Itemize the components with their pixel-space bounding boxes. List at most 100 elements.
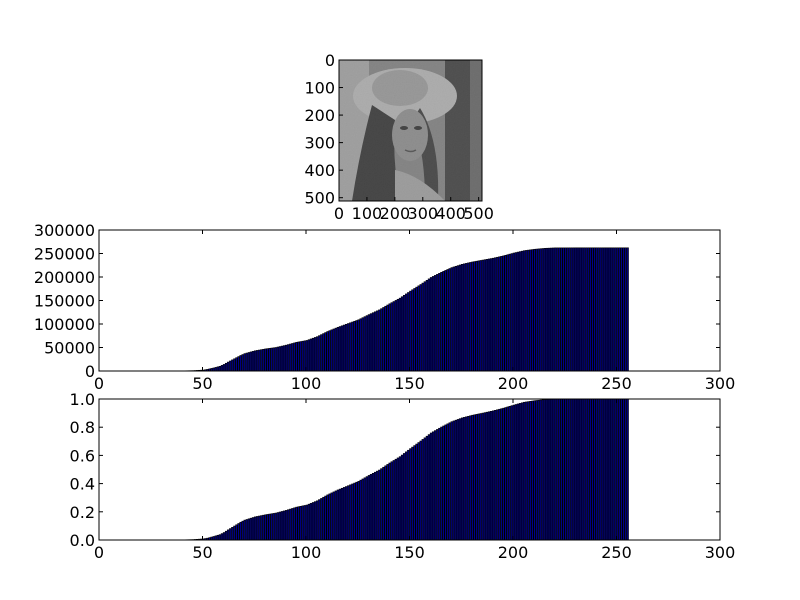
normalized-bar	[465, 416, 468, 541]
counts-bar	[535, 248, 538, 372]
counts-bar	[531, 249, 534, 372]
counts-bar	[473, 261, 476, 372]
counts-bar	[583, 247, 586, 372]
normalized-bar	[266, 514, 269, 541]
counts-bar	[595, 247, 598, 372]
normalized-bar	[562, 398, 565, 541]
counts-bar	[591, 247, 594, 372]
normalized-bar	[243, 519, 246, 541]
normalized-bar	[618, 398, 621, 541]
counts-bar	[568, 247, 571, 372]
counts-ytick-label: 50000	[44, 339, 95, 358]
counts-bar	[264, 348, 267, 372]
image-ytick-label: 200	[304, 106, 335, 125]
normalized-bar	[316, 500, 319, 541]
counts-bar	[543, 248, 547, 372]
counts-bar	[533, 248, 536, 372]
counts-bar	[581, 247, 584, 372]
normalized-bar	[578, 398, 582, 541]
normalized-bar	[347, 485, 350, 541]
normalized-bar	[520, 402, 524, 541]
counts-bar	[351, 321, 354, 372]
normalized-bar	[376, 470, 379, 541]
counts-bar	[227, 361, 230, 372]
counts-bar	[299, 341, 302, 372]
normalized-bar	[454, 419, 457, 541]
normalized-bar	[303, 505, 306, 541]
normalized-bar	[369, 474, 373, 541]
counts-bar	[552, 247, 555, 372]
counts-bar	[334, 327, 337, 372]
counts-bar	[603, 247, 607, 372]
counts-bar	[442, 271, 445, 372]
normalized-bar	[554, 398, 557, 541]
normalized-bar	[423, 437, 426, 541]
counts-ytick-label: 300000	[34, 221, 95, 240]
counts-bar	[612, 247, 615, 372]
normalized-bar	[421, 439, 424, 541]
normalized-ytick-label: 0.4	[70, 475, 95, 494]
image-ytick-label: 400	[304, 161, 335, 180]
counts-bar	[384, 305, 387, 372]
normalized-bar	[527, 401, 530, 541]
normalized-bar	[212, 536, 215, 541]
counts-bar	[556, 247, 559, 372]
counts-bar	[365, 315, 368, 372]
normalized-bar	[251, 517, 255, 541]
counts-bar	[593, 247, 596, 372]
normalized-bar	[260, 515, 263, 541]
normalized-bar	[415, 443, 418, 541]
counts-bar	[415, 286, 418, 372]
counts-xtick-label: 200	[498, 374, 529, 393]
counts-bar	[587, 247, 590, 372]
normalized-bar	[523, 401, 526, 541]
counts-bar	[438, 273, 441, 372]
normalized-bar	[311, 502, 315, 541]
counts-bar	[289, 343, 292, 372]
counts-bar	[332, 328, 335, 372]
normalized-ytick-label: 1.0	[70, 390, 95, 409]
counts-xtick-label: 300	[705, 374, 736, 393]
normalized-bar	[477, 413, 480, 541]
normalized-bar	[471, 414, 474, 541]
normalized-bar	[609, 398, 613, 541]
normalized-bar	[338, 488, 342, 541]
counts-bar	[545, 247, 549, 372]
normalized-bar	[374, 471, 377, 541]
normalized-bar	[332, 491, 335, 541]
normalized-bar	[262, 514, 265, 541]
counts-ytick-label: 0	[85, 362, 95, 381]
counts-bar	[272, 347, 275, 372]
normalized-bar	[413, 445, 416, 541]
normalized-bar	[264, 514, 267, 541]
normalized-bar	[605, 398, 609, 541]
counts-bar	[386, 304, 389, 372]
normalized-bar	[587, 398, 590, 541]
counts-bar	[309, 338, 313, 372]
counts-bar	[367, 314, 371, 372]
counts-bar	[626, 247, 629, 372]
counts-bar	[549, 247, 553, 372]
normalized-bar	[514, 404, 518, 541]
counts-bar	[293, 342, 296, 372]
normalized-bar	[568, 398, 571, 541]
normalized-xtick-label: 300	[705, 543, 736, 562]
normalized-bar	[624, 398, 627, 541]
normalized-bar	[349, 484, 352, 541]
normalized-bar	[483, 412, 486, 541]
normalized-bar	[394, 458, 397, 541]
normalized-bar	[218, 534, 222, 541]
normalized-bar	[411, 446, 414, 541]
counts-bar	[622, 247, 625, 372]
counts-bar	[340, 325, 344, 372]
counts-bar	[231, 359, 234, 372]
counts-bar	[322, 333, 325, 372]
normalized-bar	[572, 398, 575, 541]
counts-bar	[564, 247, 567, 372]
normalized-bar	[448, 422, 451, 541]
counts-bar	[376, 310, 379, 372]
normalized-bar	[384, 465, 387, 541]
normalized-bar	[589, 398, 592, 541]
normalized-bar	[305, 504, 308, 541]
